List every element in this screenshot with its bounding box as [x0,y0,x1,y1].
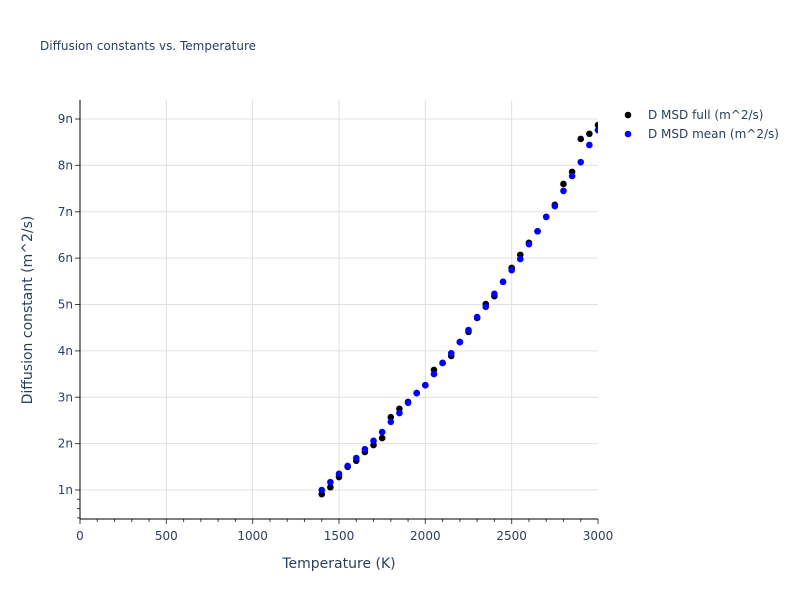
legend-item-1[interactable]: D MSD full (m^2/s) [624,108,764,122]
y-tick-label: 1n [58,483,73,497]
data-point-series-2 [560,187,567,195]
data-point-series-2 [422,381,429,389]
data-point-series-2 [447,349,455,357]
data-point-series-1 [577,135,585,143]
data-point-series-2 [473,313,481,321]
data-point-series-2 [404,399,412,407]
y-tick-label: 3n [58,390,73,404]
y-tick-label: 7n [58,205,73,219]
data-point-series-2 [594,126,598,134]
x-tick-label: 2500 [496,529,527,543]
data-point-series-2 [577,158,585,166]
data-point-series-2 [465,326,472,334]
y-tick-label: 6n [58,251,73,265]
x-tick-label: 1500 [324,529,355,543]
data-point-series-2 [542,213,550,221]
x-tick-label: 3000 [583,529,614,543]
legend-marker [624,111,632,119]
data-point-series-2 [327,478,334,486]
x-tick-label: 500 [155,529,178,543]
x-tick-label: 2000 [410,529,441,543]
y-tick-label: 2n [58,437,73,451]
data-point-series-2 [508,266,515,274]
data-point-series-2 [370,437,377,445]
data-point-series-2 [525,240,533,248]
data-point-series-2 [439,359,446,367]
data-point-series-2 [413,389,421,397]
y-tick-label: 5n [58,298,73,312]
data-point-series-2 [517,255,524,263]
y-tick-label: 8n [58,158,73,172]
data-point-series-2 [361,445,369,453]
data-point-series-1 [586,130,593,138]
data-point-series-2 [456,338,464,346]
data-point-series-1 [327,483,334,491]
data-point-series-2 [344,462,351,470]
legend-label: D MSD mean (m^2/s) [648,127,779,141]
data-point-series-2 [586,141,593,149]
grid [80,100,598,519]
data-point-series-2 [482,303,490,311]
x-tick-label: 0 [76,529,84,543]
data-point-series-2 [378,428,386,436]
legend-label: D MSD full (m^2/s) [648,108,763,122]
y-tick-label: 4n [58,344,73,358]
legend-item-2[interactable]: D MSD mean (m^2/s) [624,127,779,141]
data-point-series-2 [352,454,360,462]
data-point-series-1 [594,121,598,129]
data-point-series-2 [318,486,326,494]
data-point-series-1 [378,434,386,442]
x-tick-label: 1000 [237,529,268,543]
y-axis-title: Diffusion constant (m^2/s) [20,216,36,405]
data-points [318,121,598,498]
y-tick-label: 9n [58,112,73,126]
legend[interactable]: D MSD full (m^2/s) D MSD mean (m^2/s) [624,108,779,141]
data-point-series-2 [499,278,507,286]
data-point-series-1 [560,180,567,188]
data-point-series-2 [551,202,559,210]
data-point-series-2 [534,227,541,235]
legend-marker [624,130,632,138]
data-point-series-2 [387,418,395,426]
data-point-series-2 [335,470,343,478]
data-point-series-1 [387,413,395,421]
data-point-series-2 [568,172,576,180]
data-point-series-2 [491,290,498,298]
axes: 0 500 1000 1500 2000 2500 3000 1n 2n 3n 4n 5n 6n 7n 8n… [58,100,614,543]
data-point-series-2 [430,370,438,378]
chart-title: Diffusion constants vs. Temperature [40,39,256,53]
data-point-series-2 [396,409,403,417]
x-axis-title: Temperature (K) [281,556,395,572]
